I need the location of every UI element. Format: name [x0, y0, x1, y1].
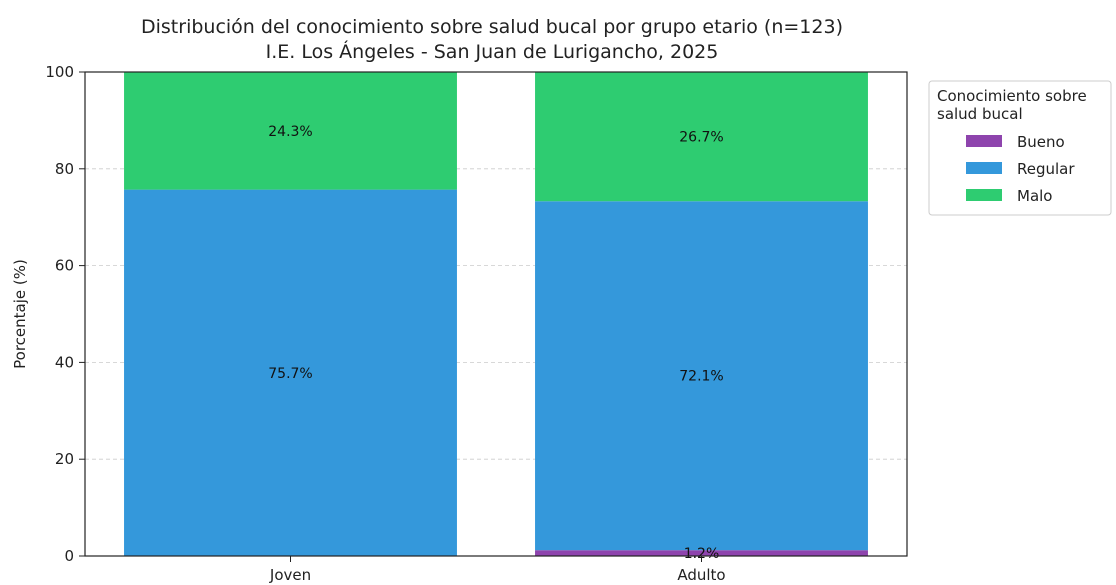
chart-title: Distribución del conocimiento sobre salu… [141, 16, 843, 38]
legend-title: salud bucal [937, 105, 1023, 123]
y-axis-label: Porcentaje (%) [11, 259, 29, 369]
data-label: 26.7% [679, 130, 723, 146]
legend-swatch-malo [966, 189, 1002, 201]
chart-subtitle: I.E. Los Ángeles - San Juan de Luriganch… [266, 40, 719, 63]
legend-label-regular: Regular [1017, 160, 1075, 178]
bars [124, 72, 868, 556]
legend-swatch-bueno [966, 135, 1002, 147]
y-tick-label: 100 [45, 63, 74, 81]
y-tick-label: 60 [55, 257, 74, 275]
legend-title: Conocimiento sobre [937, 87, 1087, 105]
legend-label-malo: Malo [1017, 187, 1052, 205]
y-tick-label: 40 [55, 353, 74, 371]
y-tick-label: 20 [55, 450, 74, 468]
x-tick-label: Joven [269, 566, 311, 584]
x-tick-label: Adulto [677, 566, 725, 584]
data-label: 72.1% [679, 369, 723, 385]
data-label: 24.3% [268, 124, 312, 140]
legend-label-bueno: Bueno [1017, 133, 1065, 151]
data-label: 75.7% [268, 366, 312, 382]
legend-swatch-regular [966, 162, 1002, 174]
y-tick-label: 0 [64, 547, 74, 565]
y-tick-label: 80 [55, 160, 74, 178]
